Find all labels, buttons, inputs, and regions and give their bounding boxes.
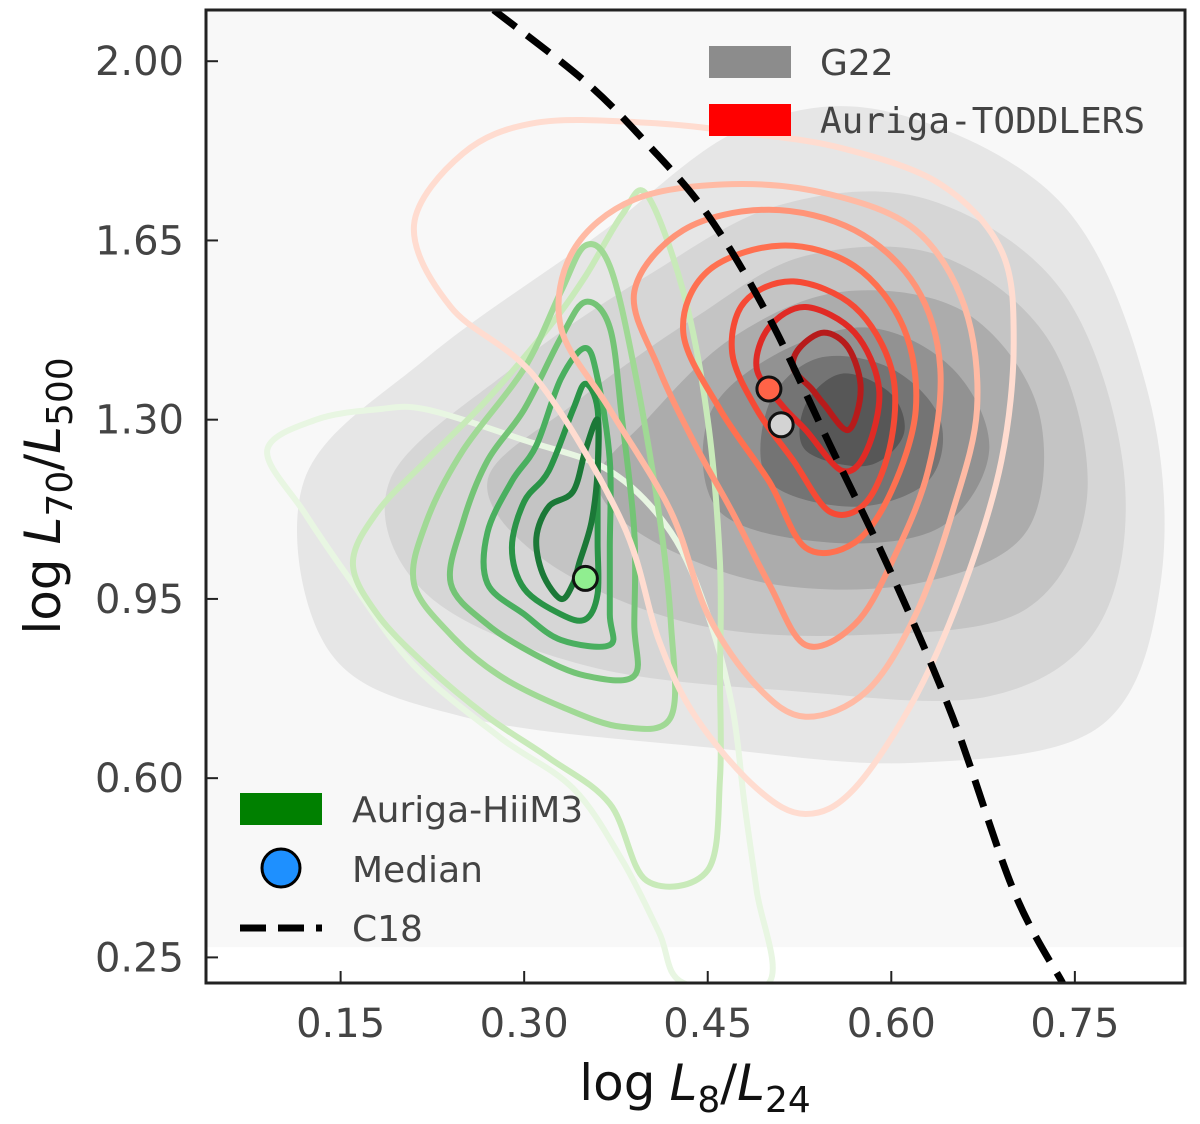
median-marker-auriga-toddlers: [755, 375, 783, 403]
y-tick-label: 0.25: [95, 935, 184, 981]
auriga-toddlers-contour-7: [789, 329, 864, 433]
legend-bottom: Auriga-HiiM3 Median C18: [240, 790, 583, 950]
x-tick-label: 0.60: [847, 1001, 936, 1047]
x-tick-label: 0.75: [1030, 1001, 1119, 1047]
y-tick-label: 1.65: [95, 218, 184, 264]
auriga-hiim3-contour-2: [349, 187, 724, 890]
auriga-hiim3-contour-6: [508, 380, 602, 624]
auriga-hiim3-contour-1: [264, 403, 776, 983]
legend-median-label: Median: [352, 850, 483, 891]
legend-median-marker: [260, 847, 302, 889]
auriga-hiim3-contour-5: [480, 345, 617, 650]
y-tick-label: 1.30: [95, 398, 184, 444]
legend-toddlers-patch: [709, 104, 791, 136]
legend-c18-label: C18: [352, 909, 423, 950]
x-tick-label: 0.45: [663, 1001, 752, 1047]
median-markers: [571, 375, 795, 592]
auriga-toddlers-contour-1: [410, 116, 1017, 817]
legend-g22-label: G22: [820, 43, 894, 84]
y-tick-label: 0.60: [95, 756, 184, 802]
auriga-hiim3-contour-3: [409, 241, 679, 732]
y-axis-label: logL70/L500: [14, 357, 81, 634]
legend-hiim3-patch: [240, 793, 322, 825]
x-tick-label: 0.15: [296, 1001, 385, 1047]
legend-hiim3-label: Auriga-HiiM3: [352, 790, 583, 831]
auriga-toddlers-contour-5: [728, 278, 899, 518]
x-axis-label: log L8/L24: [579, 1054, 811, 1121]
y-tick-label: 0.95: [95, 577, 184, 623]
legend-g22-patch: [709, 46, 791, 78]
y-ticks: 0.25 0.60 0.95 1.30 1.65 2.00: [95, 39, 218, 981]
auriga-toddlers-contours: [410, 116, 1017, 817]
c18-line-group: [491, 10, 1066, 983]
median-marker-auriga-hiim3: [571, 564, 599, 592]
c18-line: [491, 10, 1066, 983]
x-tick-label: 0.30: [480, 1001, 569, 1047]
legend-top: G22 Auriga-TODDLERS: [709, 43, 1145, 142]
median-marker-g22: [767, 411, 795, 439]
auriga-toddlers-contour-4: [680, 242, 920, 557]
plot-frame: [204, 8, 1187, 985]
x-ticks: 0.15 0.30 0.45 0.60 0.75: [296, 971, 1119, 1047]
auriga-toddlers-contour-3: [630, 206, 944, 650]
auriga-toddlers-contour-2: [555, 180, 981, 720]
legend-toddlers-label: Auriga-TODDLERS: [820, 101, 1145, 142]
auriga-hiim3-contour-4: [446, 298, 641, 684]
y-tick-label: 2.00: [95, 39, 184, 85]
